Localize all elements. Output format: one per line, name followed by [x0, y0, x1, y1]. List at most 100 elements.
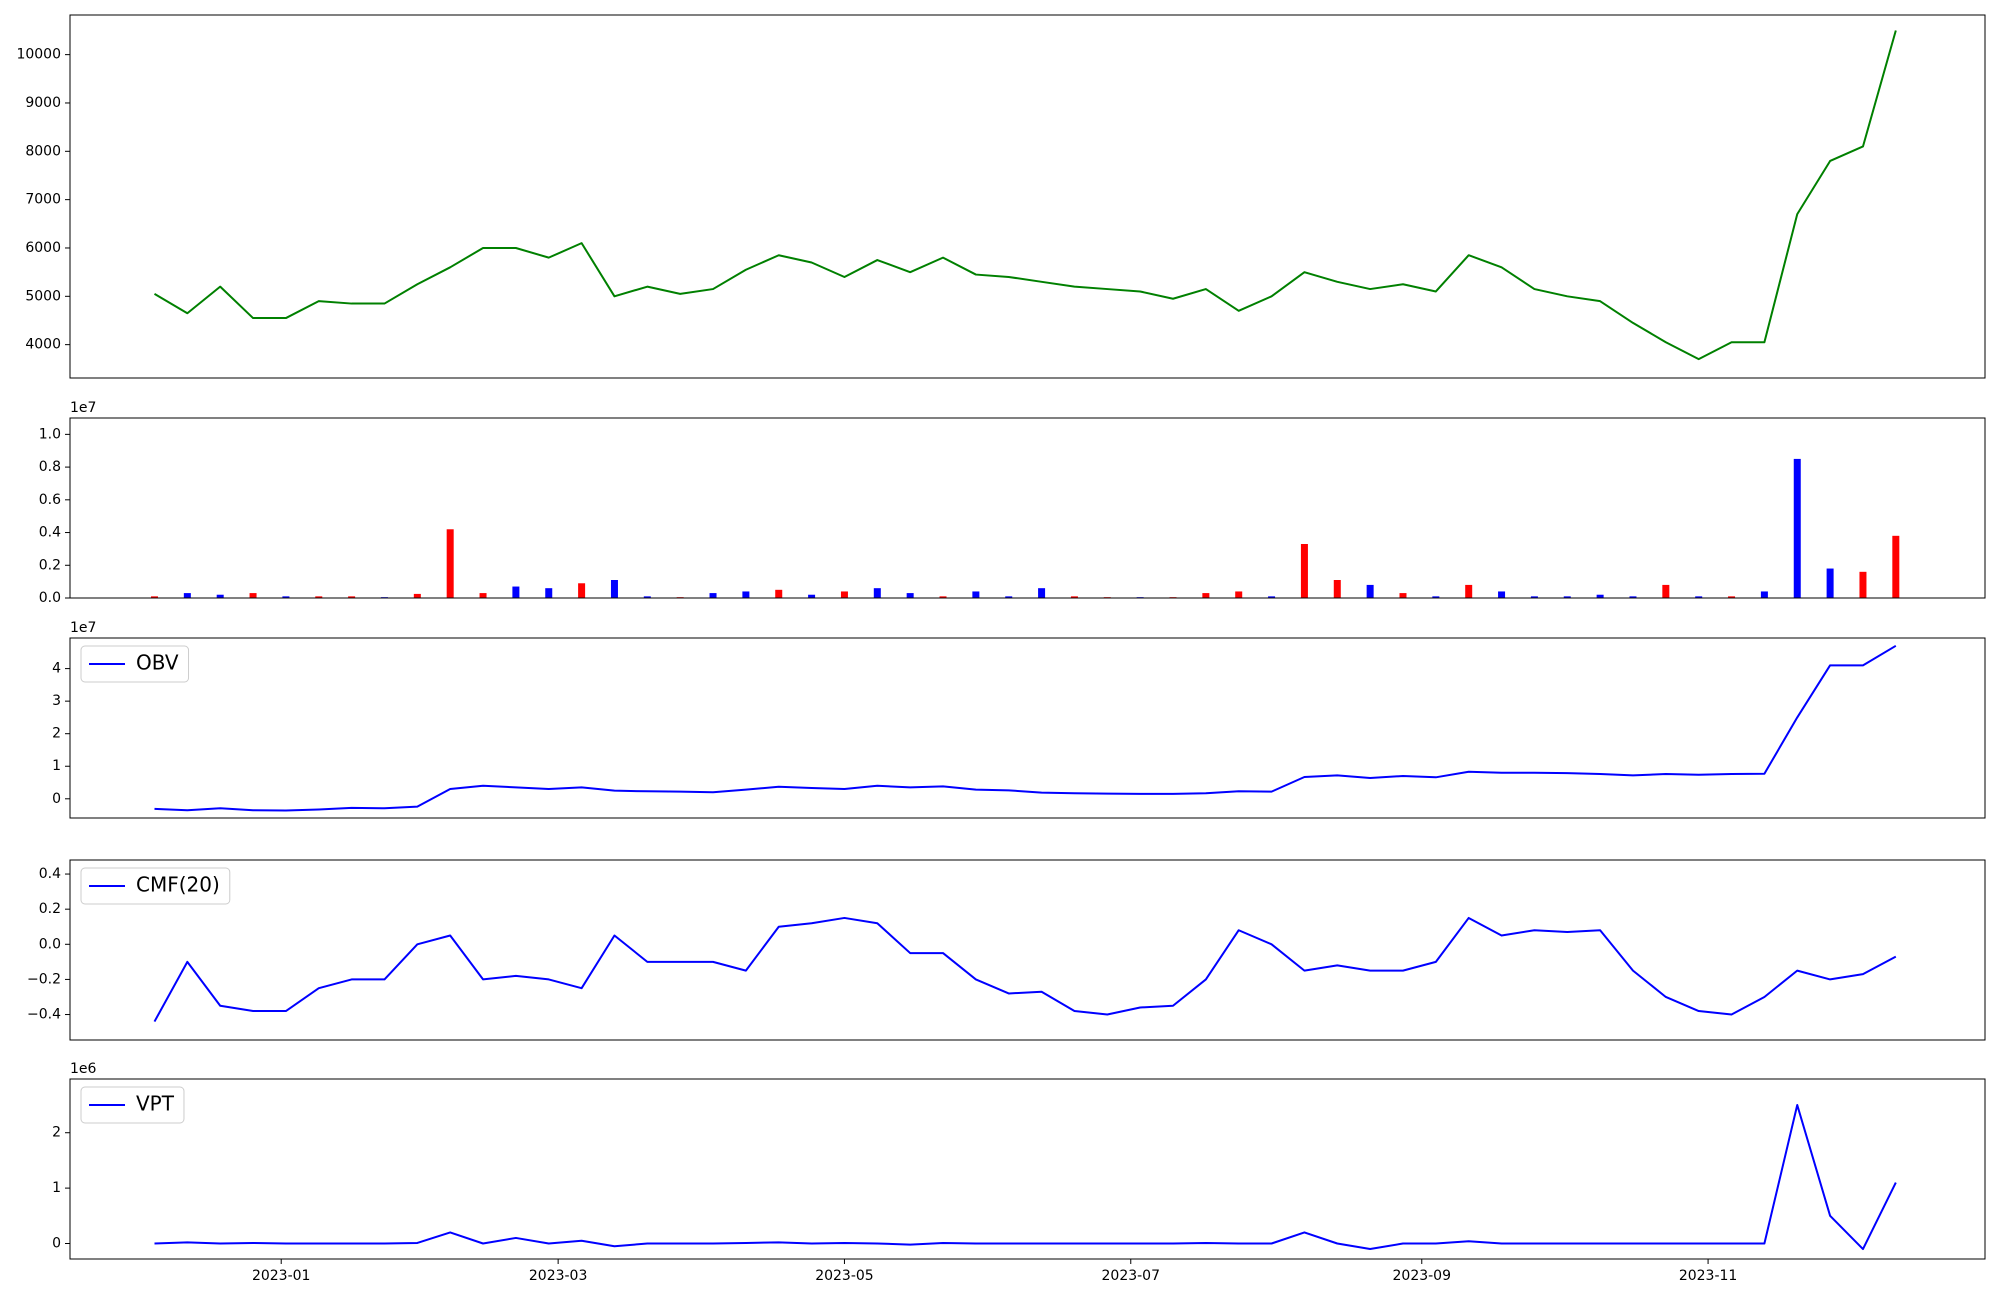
y-tick-label: 6000	[25, 240, 61, 256]
line	[154, 644, 1897, 812]
y-tick-label: 0.6	[39, 492, 61, 508]
legend-frame	[80, 867, 231, 905]
bar	[413, 593, 421, 598]
bar	[446, 529, 454, 598]
bar	[216, 594, 224, 598]
bar	[1268, 596, 1276, 598]
bar	[775, 589, 783, 598]
line	[154, 1104, 1897, 1251]
bar	[610, 580, 618, 598]
legend: CMF(20)	[80, 867, 231, 905]
line	[153, 30, 1897, 361]
y-tick-label: 1.0	[39, 426, 61, 442]
panel: 0.0 0.2 0.4 0.6 0.8 1.0 1e7	[39, 400, 1986, 606]
bar	[479, 593, 487, 598]
y-tick-label: 0.4	[39, 525, 61, 541]
y-tick-label: 1	[52, 758, 61, 774]
y-tick-label: 0.4	[39, 866, 61, 882]
bar	[1530, 596, 1538, 598]
bar	[1465, 584, 1473, 598]
legend-label: VPT	[136, 1092, 175, 1116]
y-tick-label: 10000	[16, 47, 61, 63]
y-tick-label: 2	[52, 726, 61, 742]
bar	[1695, 596, 1703, 598]
bar	[840, 591, 848, 598]
bar	[1235, 591, 1243, 598]
bar	[1629, 596, 1637, 598]
panel: −0.4 −0.2 0.0 0.2 0.4 CMF(20)	[27, 859, 1986, 1041]
x-tick-label: 2023-07	[1102, 1268, 1161, 1284]
y-offset-label: 1e7	[70, 400, 96, 416]
y-tick-label: −0.2	[27, 971, 61, 987]
bar	[1596, 594, 1604, 598]
y-tick-label: 4000	[25, 337, 61, 353]
bar	[1005, 596, 1013, 598]
y-offset-label: 1e7	[70, 620, 96, 636]
panel: 0 1 2 3 4 1e7 OBV	[52, 620, 1986, 819]
x-tick-label: 2023-09	[1393, 1268, 1452, 1284]
bar	[972, 591, 980, 598]
bar	[183, 593, 191, 598]
bar	[1399, 593, 1407, 598]
legend: VPT	[80, 1086, 185, 1124]
axes-frame	[69, 417, 1986, 599]
bar	[1070, 596, 1078, 598]
axes-frame	[69, 637, 1986, 819]
y-tick-label: 0.8	[39, 459, 61, 475]
bar	[1498, 591, 1506, 598]
y-tick-label: 9000	[25, 95, 61, 111]
bar	[1859, 571, 1867, 598]
bar	[1760, 591, 1768, 598]
bar	[808, 594, 816, 598]
y-tick-label: 3	[52, 693, 61, 709]
y-tick-label: 0.2	[39, 901, 61, 917]
panel: 0 1 2 1e6 2023-01 2023-03 2023-05 2023-07 2023-0…	[52, 1061, 1986, 1284]
bar	[1793, 458, 1801, 598]
bar	[1432, 596, 1440, 598]
x-tick-label: 2023-01	[252, 1268, 311, 1284]
bar	[545, 588, 553, 598]
bar	[643, 596, 651, 598]
bar	[1202, 593, 1210, 598]
y-offset-label: 1e6	[70, 1061, 97, 1077]
bar	[578, 583, 586, 598]
bar	[150, 596, 158, 598]
x-tick-label: 2023-03	[529, 1268, 588, 1284]
axes-frame	[69, 14, 1986, 379]
panel: 4000 5000 6000 7000 8000 9000 10000	[16, 14, 1986, 379]
legend: OBV	[80, 645, 190, 683]
bar	[1728, 596, 1736, 598]
legend-label: CMF(20)	[136, 873, 220, 897]
y-tick-label: −0.4	[27, 1007, 61, 1023]
axes-frame	[69, 859, 1986, 1041]
bar	[512, 586, 520, 598]
y-tick-label: 0	[52, 1235, 61, 1251]
bar	[348, 596, 356, 598]
y-tick-label: 0.2	[39, 557, 61, 573]
bar	[1892, 535, 1900, 598]
y-tick-label: 8000	[25, 143, 61, 159]
x-tick-label: 2023-11	[1679, 1268, 1738, 1284]
bar	[906, 593, 914, 598]
bar	[1038, 588, 1046, 598]
bar	[1662, 584, 1670, 598]
line	[153, 916, 1897, 1023]
bar	[315, 596, 323, 598]
bar	[1826, 568, 1834, 598]
y-tick-label: 0	[52, 791, 61, 807]
x-tick-label: 2023-05	[815, 1268, 874, 1284]
legend-frame	[80, 1086, 185, 1124]
y-tick-label: 2	[52, 1125, 61, 1141]
bar	[709, 593, 717, 598]
y-tick-label: 5000	[25, 288, 61, 304]
bar	[939, 596, 947, 598]
y-tick-label: 7000	[25, 192, 61, 208]
legend-frame	[80, 645, 190, 683]
bar	[282, 596, 290, 598]
y-tick-label: 4	[52, 661, 61, 677]
legend-label: OBV	[136, 651, 179, 675]
bar	[1563, 596, 1571, 598]
axes-frame	[69, 1078, 1986, 1260]
bar	[742, 591, 750, 598]
